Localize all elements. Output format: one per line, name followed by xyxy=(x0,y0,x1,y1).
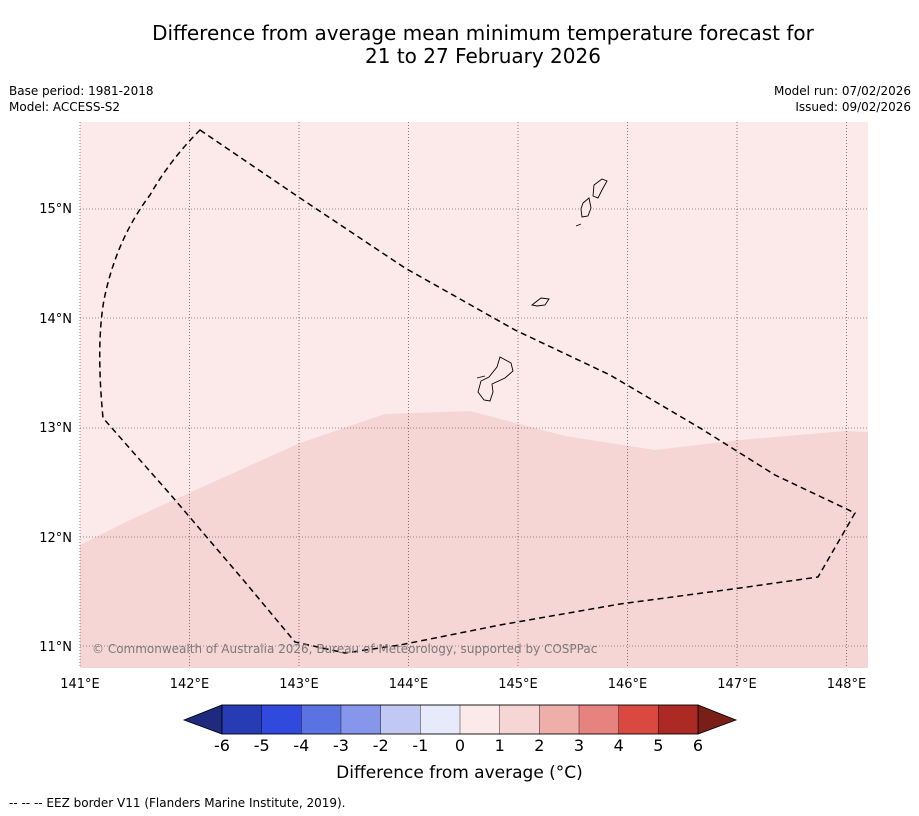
islands xyxy=(476,178,608,402)
colorbar-swatch xyxy=(578,704,620,735)
island-guam xyxy=(477,356,514,402)
colorbar-tick-label: 3 xyxy=(574,736,584,755)
colorbar-swatch xyxy=(459,704,501,735)
colorbar-tick-label: 5 xyxy=(653,736,663,755)
eez-border xyxy=(98,129,857,654)
lon-label: 141°E xyxy=(60,677,100,692)
eez-legend: -- -- -- EEZ border V11 (Flanders Marine… xyxy=(9,796,346,810)
colorbar-tick-label: 1 xyxy=(495,736,505,755)
colorbar-swatch xyxy=(499,704,540,735)
gridlines xyxy=(79,122,868,668)
colorbar-swatch xyxy=(301,704,342,735)
lat-label: 12°N xyxy=(39,531,72,546)
title-line-2: 21 to 27 February 2026 xyxy=(365,44,601,68)
colorbar: -6 -5 -4 -3 -2 -1 0 1 2 3 4 5 6 xyxy=(182,704,738,755)
title-line-1: Difference from average mean minimum tem… xyxy=(152,21,814,45)
colorbar-swatches xyxy=(221,704,699,735)
colorbar-swatch xyxy=(658,704,699,735)
island-rota xyxy=(530,297,550,307)
colorbar-tick-label: -3 xyxy=(333,736,349,755)
lon-label: 145°E xyxy=(498,677,538,692)
lon-label: 146°E xyxy=(608,677,648,692)
colorbar-ticks: -6 -5 -4 -3 -2 -1 0 1 2 3 4 5 6 xyxy=(214,736,703,755)
colorbar-tick-label: 4 xyxy=(614,736,624,755)
chart-title: Difference from average mean minimum tem… xyxy=(0,22,919,68)
colorbar-swatch xyxy=(618,704,659,735)
meta-left: Base period: 1981-2018 Model: ACCESS-S2 xyxy=(9,83,154,115)
model-run: Model run: 07/02/2026 xyxy=(773,84,911,98)
zone-1-to-2 xyxy=(80,411,868,668)
colorbar-swatch xyxy=(340,704,382,735)
lat-label: 11°N xyxy=(39,640,72,655)
colorbar-swatch xyxy=(261,704,302,735)
lon-label: 147°E xyxy=(717,677,757,692)
issued-date: Issued: 09/02/2026 xyxy=(795,100,911,114)
lat-labels: 15°N 14°N 13°N 12°N 11°N xyxy=(39,202,72,655)
lon-label: 142°E xyxy=(170,677,210,692)
colorbar-swatch xyxy=(380,704,421,735)
colorbar-under-arrow xyxy=(182,704,223,735)
copyright-notice: © Commonwealth of Australia 2026, Bureau… xyxy=(92,642,597,656)
colorbar-tick-label: -5 xyxy=(254,736,270,755)
colorbar-tick-label: -2 xyxy=(373,736,389,755)
colorbar-tick-label: 2 xyxy=(534,736,544,755)
colorbar-over-arrow xyxy=(697,704,738,735)
lon-label: 143°E xyxy=(279,677,319,692)
forecast-map: 15°N 14°N 13°N 12°N 11°N 141°E 142°E 143… xyxy=(39,122,868,692)
island-saipan xyxy=(592,178,608,199)
colorbar-frame xyxy=(221,704,699,735)
colorbar-tick-label: 6 xyxy=(693,736,703,755)
colorbar-tick-label: -1 xyxy=(412,736,428,755)
colorbar-tick-label: -4 xyxy=(293,736,309,755)
colorbar-tick-label: -6 xyxy=(214,736,230,755)
island-cocos xyxy=(476,375,486,379)
lat-label: 15°N xyxy=(39,202,72,217)
lat-label: 14°N xyxy=(39,312,72,327)
colorbar-tick-label: 0 xyxy=(455,736,465,755)
island-aguijan xyxy=(575,223,582,227)
colorbar-swatch xyxy=(539,704,580,735)
lon-label: 148°E xyxy=(827,677,867,692)
colorbar-label: Difference from average (°C) xyxy=(336,763,583,783)
island-tinian xyxy=(580,197,592,218)
base-period: Base period: 1981-2018 xyxy=(9,84,154,98)
lat-label: 13°N xyxy=(39,421,72,436)
model-name: Model: ACCESS-S2 xyxy=(9,100,121,114)
meta-right: Model run: 07/02/2026 Issued: 09/02/2026 xyxy=(774,83,911,115)
colorbar-swatch xyxy=(420,704,461,735)
lon-label: 144°E xyxy=(389,677,429,692)
lon-labels: 141°E 142°E 143°E 144°E 145°E 146°E 147°… xyxy=(60,677,866,692)
colorbar-swatch xyxy=(221,704,263,735)
